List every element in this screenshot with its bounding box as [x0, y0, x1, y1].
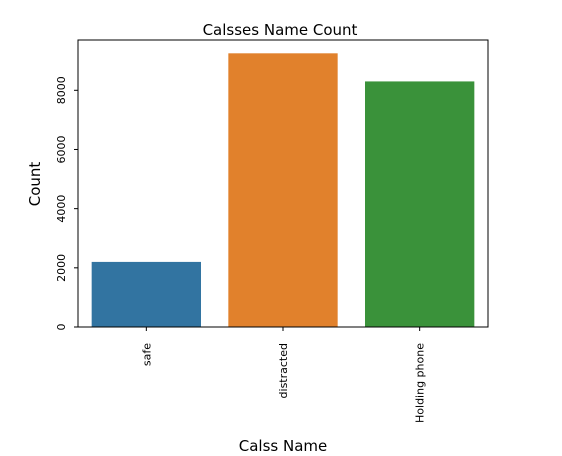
x-axis-label: Calss Name: [239, 437, 327, 455]
bar-distracted: [228, 53, 338, 328]
y-tick-label: 4000: [55, 195, 68, 223]
x-tick-label: Holding phone: [414, 343, 427, 423]
chart-title: Calsses Name Count: [203, 21, 358, 39]
x-tick-label: distracted: [277, 343, 290, 398]
y-axis-label: Count: [26, 162, 44, 207]
y-tick-label: 8000: [55, 76, 68, 104]
x-tick-label: safe: [140, 343, 153, 366]
bar-holding-phone: [365, 81, 475, 327]
x-axis-ticks: safe distracted Holding phone: [140, 327, 427, 423]
bar-safe: [91, 261, 201, 327]
y-tick-label: 0: [55, 324, 68, 331]
y-axis-ticks: 0 2000 4000 6000 8000: [55, 76, 78, 331]
bars-group: [91, 53, 475, 328]
plot-frame: [77, 39, 489, 328]
y-tick-label: 6000: [55, 135, 68, 163]
y-tick-label: 2000: [55, 254, 68, 282]
